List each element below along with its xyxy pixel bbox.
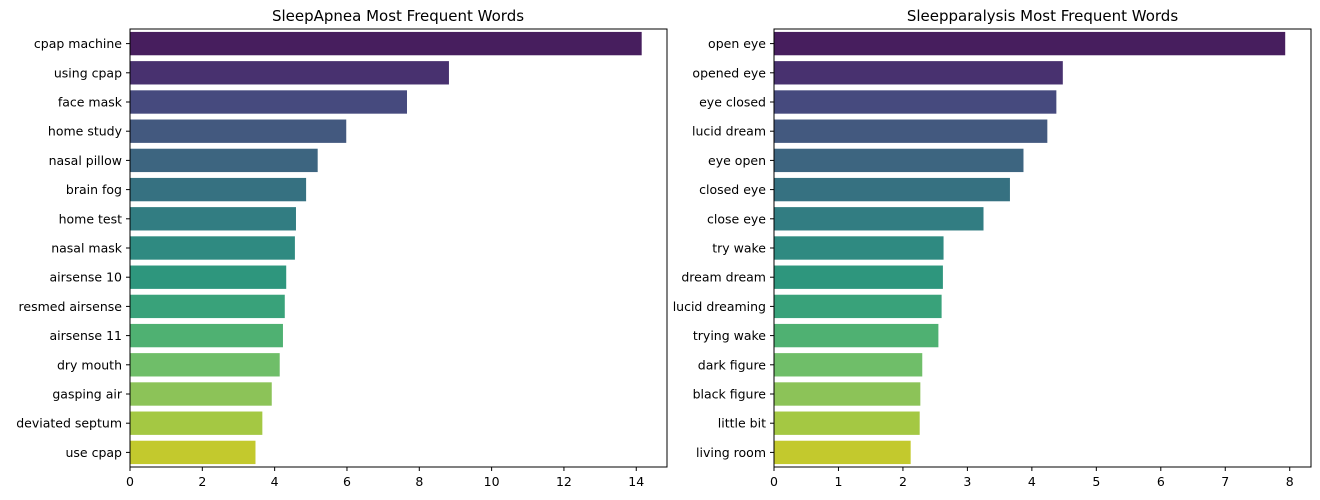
- x-tick-label: 2: [198, 474, 206, 489]
- y-tick-label: lucid dreaming: [673, 299, 766, 314]
- bar-eye-open: [774, 148, 1024, 173]
- bar-opened-eye: [774, 61, 1063, 85]
- bar-brain-fog: [130, 177, 307, 202]
- y-tick-label: eye open: [708, 153, 766, 168]
- y-tick-marks: [126, 43, 130, 453]
- bar-face-mask: [130, 90, 407, 114]
- y-tick-label: home study: [48, 124, 123, 139]
- x-tick-label: 6: [343, 474, 351, 489]
- y-tick-label: lucid dream: [692, 124, 766, 139]
- y-tick-label: using cpap: [54, 65, 122, 80]
- bar-closed-eye: [774, 177, 1010, 202]
- y-tick-label: dry mouth: [57, 357, 122, 372]
- bar-close-eye: [774, 207, 984, 231]
- x-tick-label: 10: [484, 474, 500, 489]
- y-tick-label: close eye: [707, 211, 766, 226]
- bar-home-test: [130, 207, 296, 231]
- y-tick-label: closed eye: [699, 182, 766, 197]
- bar-use-cpap: [130, 440, 256, 465]
- y-tick-labels: cpap machine using cpap face mask home stud…: [16, 36, 123, 460]
- y-tick-label: dream dream: [681, 270, 766, 285]
- bar-little-bit: [774, 411, 920, 435]
- y-tick-label: airsense 10: [50, 270, 123, 285]
- bar-lucid-dream: [774, 119, 1048, 143]
- bar-nasal-pillow: [130, 148, 318, 173]
- bar-gasping-air: [130, 382, 272, 406]
- bar-home-study: [130, 119, 347, 143]
- y-tick-label: home test: [59, 211, 123, 226]
- y-tick-marks: [770, 43, 774, 453]
- bar-try-wake: [774, 236, 944, 260]
- bar-nasal-mask: [130, 236, 295, 260]
- y-tick-label: little bit: [718, 416, 766, 431]
- y-tick-labels: open eye opened eye eye closed lucid dream e…: [673, 36, 767, 460]
- x-ticks: 0 1 2 3 4 5 6 7 8: [770, 467, 1294, 489]
- bar-lucid-dreaming: [774, 294, 942, 319]
- chart-title: Sleepparalysis Most Frequent Words: [907, 7, 1179, 25]
- x-tick-label: 5: [1092, 474, 1100, 489]
- sleepparalysis-chart: Sleepparalysis Most Frequent Words open …: [673, 7, 1312, 489]
- y-tick-label: resmed airsense: [19, 299, 123, 314]
- y-tick-label: eye closed: [699, 95, 766, 110]
- y-tick-label: use cpap: [65, 445, 122, 460]
- axes-frame: [129, 28, 668, 468]
- x-tick-label: 0: [126, 474, 134, 489]
- bar-cpap-machine: [130, 31, 642, 56]
- bars: [774, 31, 1286, 465]
- x-tick-label: 14: [628, 474, 644, 489]
- y-tick-label: nasal mask: [51, 241, 123, 256]
- bar-dark-figure: [774, 353, 923, 377]
- x-ticks: 0 2 4 6 8 10 12 14: [126, 467, 644, 489]
- y-tick-label: dark figure: [698, 357, 767, 372]
- x-tick-label: 0: [770, 474, 778, 489]
- x-tick-label: 6: [1157, 474, 1165, 489]
- axes-frame: [773, 28, 1312, 468]
- x-tick-label: 12: [556, 474, 572, 489]
- y-tick-label: try wake: [712, 241, 766, 256]
- x-tick-label: 8: [1286, 474, 1294, 489]
- y-tick-label: face mask: [58, 95, 123, 110]
- x-tick-label: 8: [415, 474, 423, 489]
- y-tick-label: nasal pillow: [49, 153, 122, 168]
- x-tick-label: 1: [834, 474, 842, 489]
- y-tick-label: brain fog: [66, 182, 122, 197]
- x-tick-label: 2: [899, 474, 907, 489]
- sleepapnea-chart: SleepApnea Most Frequent Words cpap mach…: [16, 7, 668, 489]
- y-tick-label: opened eye: [692, 65, 766, 80]
- y-tick-label: open eye: [708, 36, 766, 51]
- y-tick-label: cpap machine: [34, 36, 122, 51]
- x-tick-label: 4: [1028, 474, 1036, 489]
- bar-deviated-septum: [130, 411, 263, 435]
- bar-airsense-10: [130, 265, 287, 289]
- y-tick-label: deviated septum: [16, 416, 122, 431]
- y-tick-label: trying wake: [693, 328, 766, 343]
- x-tick-label: 3: [963, 474, 971, 489]
- bar-using-cpap: [130, 61, 449, 85]
- bar-eye-closed: [774, 90, 1057, 114]
- y-tick-label: living room: [696, 445, 766, 460]
- chart-title: SleepApnea Most Frequent Words: [272, 7, 524, 25]
- bar-dream-dream: [774, 265, 943, 289]
- bar-black-figure: [774, 382, 921, 406]
- bar-living-room: [774, 440, 911, 465]
- y-tick-label: gasping air: [52, 387, 122, 402]
- bar-trying-wake: [774, 323, 939, 348]
- y-tick-label: black figure: [693, 387, 767, 402]
- bar-airsense-11: [130, 323, 283, 348]
- x-tick-label: 7: [1221, 474, 1229, 489]
- bar-open-eye: [774, 31, 1286, 56]
- bar-resmed-airsense: [130, 294, 285, 319]
- x-tick-label: 4: [271, 474, 279, 489]
- bar-dry-mouth: [130, 353, 280, 377]
- bars: [130, 31, 642, 465]
- y-tick-label: airsense 11: [50, 328, 122, 343]
